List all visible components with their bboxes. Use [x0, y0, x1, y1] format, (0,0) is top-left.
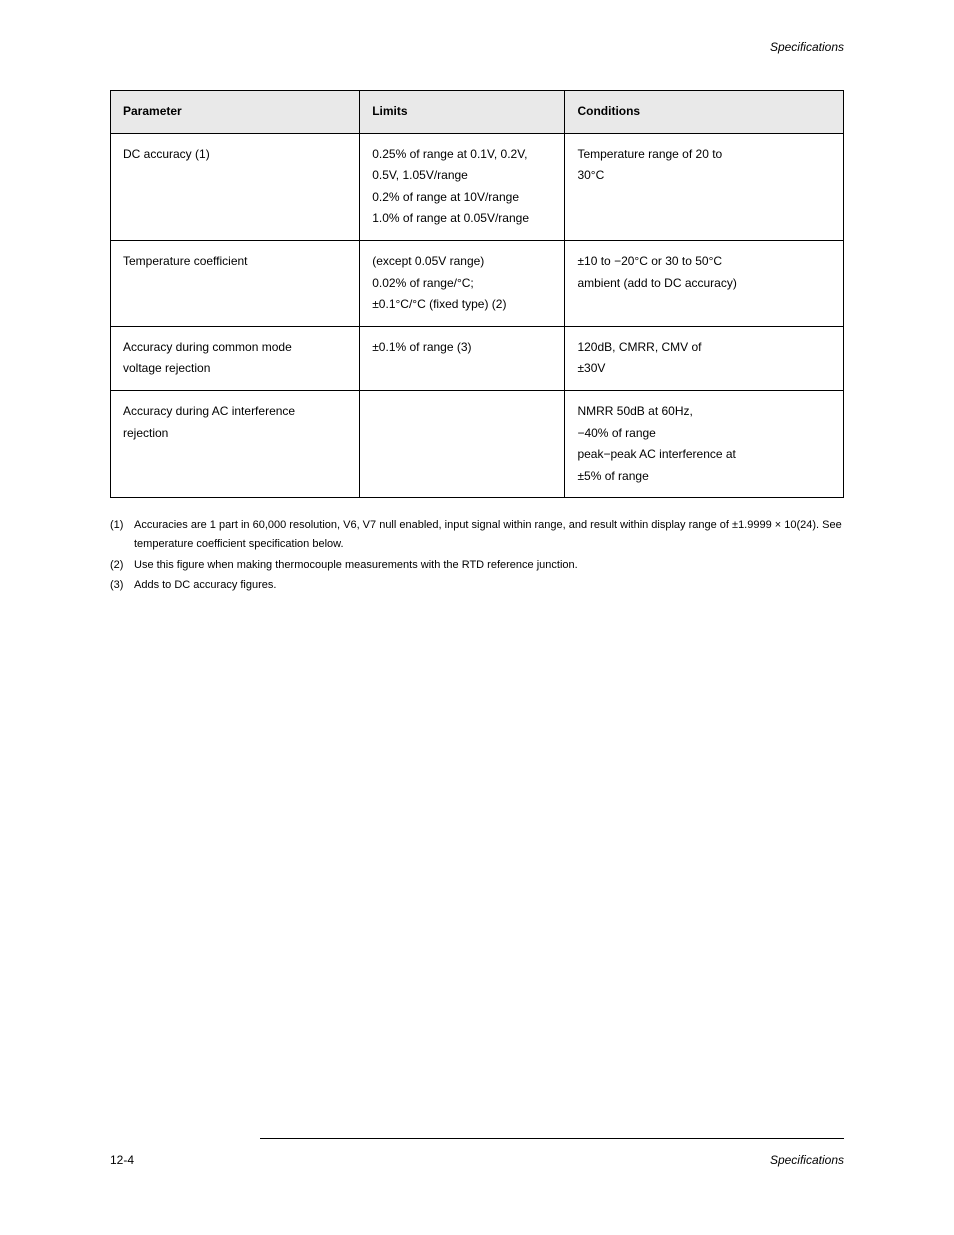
- page-number: 12-4: [110, 1153, 134, 1167]
- cell-limits: 0.25% of range at 0.1V, 0.2V,0.5V, 1.05V…: [360, 133, 565, 240]
- footer-rule: [260, 1138, 844, 1139]
- footnote: (2)Use this figure when making thermocou…: [110, 556, 844, 575]
- cell-limits: [360, 390, 565, 497]
- page-footer: 12-4 Specifications: [110, 1153, 844, 1167]
- cell-parameter: DC accuracy (1): [111, 133, 360, 240]
- footnote: (1)Accuracies are 1 part in 60,000 resol…: [110, 516, 844, 553]
- cell-limits: ±0.1% of range (3): [360, 326, 565, 390]
- footnote-text: Accuracies are 1 part in 60,000 resoluti…: [134, 516, 844, 553]
- table-row: DC accuracy (1)0.25% of range at 0.1V, 0…: [111, 133, 844, 240]
- footnote: (3)Adds to DC accuracy figures.: [110, 576, 844, 595]
- table-body: DC accuracy (1)0.25% of range at 0.1V, 0…: [111, 133, 844, 498]
- footnote-marker: (1): [110, 516, 134, 553]
- cell-limits: (except 0.05V range)0.02% of range/°C;±0…: [360, 240, 565, 326]
- cell-conditions: Temperature range of 20 to30°C: [565, 133, 844, 240]
- col-header-conditions: Conditions: [565, 91, 844, 134]
- footnote-marker: (3): [110, 576, 134, 595]
- cell-parameter: Accuracy during AC interferencerejection: [111, 390, 360, 497]
- spec-table: Parameter Limits Conditions DC accuracy …: [110, 90, 844, 498]
- footnote-text: Adds to DC accuracy figures.: [134, 576, 276, 595]
- col-header-limits: Limits: [360, 91, 565, 134]
- cell-conditions: NMRR 50dB at 60Hz,−40% of rangepeak−peak…: [565, 390, 844, 497]
- cell-parameter: Temperature coefficient: [111, 240, 360, 326]
- footer-title: Specifications: [770, 1153, 844, 1167]
- footnote-marker: (2): [110, 556, 134, 575]
- cell-conditions: ±10 to −20°C or 30 to 50°Cambient (add t…: [565, 240, 844, 326]
- cell-conditions: 120dB, CMRR, CMV of±30V: [565, 326, 844, 390]
- table-row: Temperature coefficient(except 0.05V ran…: [111, 240, 844, 326]
- table-header-row: Parameter Limits Conditions: [111, 91, 844, 134]
- cell-parameter: Accuracy during common modevoltage rejec…: [111, 326, 360, 390]
- table-row: Accuracy during common modevoltage rejec…: [111, 326, 844, 390]
- page: Specifications Parameter Limits Conditio…: [0, 0, 954, 1235]
- table-row: Accuracy during AC interferencerejection…: [111, 390, 844, 497]
- page-header: Specifications: [770, 40, 844, 54]
- footnote-text: Use this figure when making thermocouple…: [134, 556, 578, 575]
- col-header-parameter: Parameter: [111, 91, 360, 134]
- footnotes: (1)Accuracies are 1 part in 60,000 resol…: [110, 516, 844, 595]
